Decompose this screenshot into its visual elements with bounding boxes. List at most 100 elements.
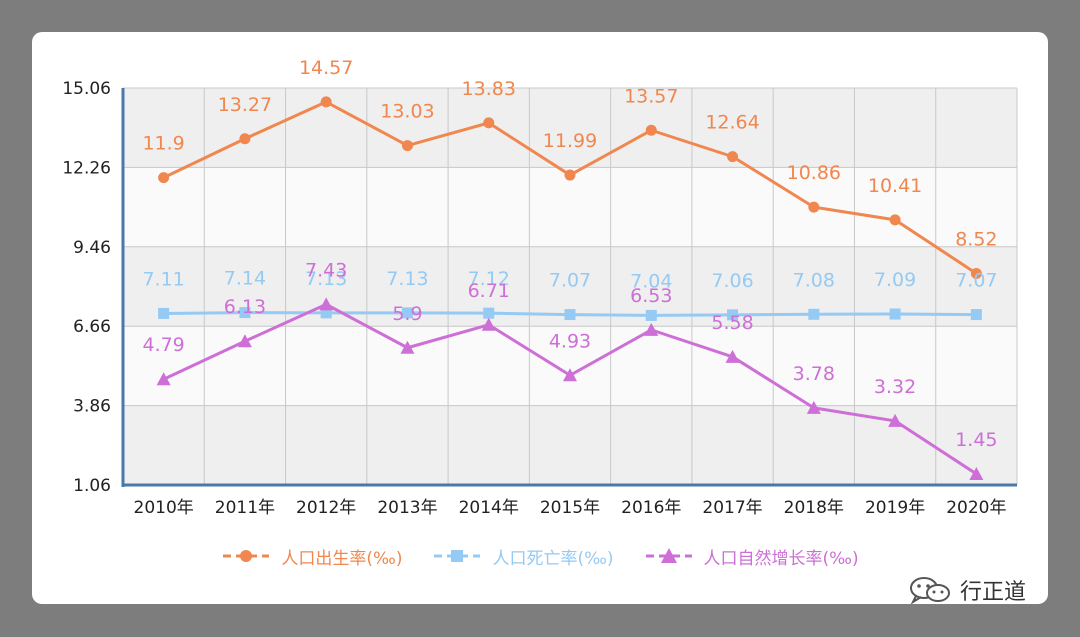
- data-label: 6.71: [468, 280, 510, 302]
- data-point[interactable]: [237, 334, 252, 348]
- y-tick-label: 15.06: [62, 79, 111, 99]
- data-label: 3.78: [793, 363, 835, 385]
- data-point[interactable]: [158, 172, 170, 184]
- data-label: 8.52: [955, 228, 997, 250]
- data-label: 13.27: [218, 94, 272, 116]
- grid-band: [123, 167, 1017, 247]
- data-point[interactable]: [970, 309, 982, 321]
- data-label: 7.43: [305, 259, 347, 281]
- y-tick-label: 1.06: [73, 476, 111, 496]
- data-point[interactable]: [320, 96, 332, 108]
- legend-label-natural-growth-rate: 人口自然增长率(‰): [703, 548, 859, 569]
- y-tick-label: 3.86: [73, 397, 111, 417]
- watermark: 行正道: [908, 572, 1026, 608]
- data-point[interactable]: [320, 307, 332, 319]
- x-tick-label: 2014年: [459, 498, 519, 518]
- x-tick-label: 2016年: [621, 498, 681, 518]
- data-point[interactable]: [563, 368, 577, 382]
- x-tick-label: 2012年: [296, 498, 356, 518]
- data-point[interactable]: [645, 309, 657, 321]
- chart-legend: 人口出生率(‰) 人口死亡率(‰) 人口自然增长率(‰): [0, 538, 1080, 574]
- legend-label-death-rate: 人口死亡率(‰): [492, 548, 614, 569]
- data-point[interactable]: [483, 307, 495, 319]
- data-label: 13.57: [624, 85, 678, 107]
- data-point[interactable]: [806, 400, 821, 414]
- data-label: 7.13: [305, 268, 347, 290]
- data-label: 10.41: [868, 175, 922, 197]
- x-tick-label: 2019年: [865, 498, 925, 518]
- data-label: 7.14: [224, 268, 266, 290]
- data-point[interactable]: [481, 317, 496, 331]
- data-label: 13.03: [380, 101, 434, 123]
- x-tick-label: 2020年: [946, 498, 1006, 518]
- data-label: 14.57: [299, 57, 353, 79]
- y-tick-label: 6.66: [73, 317, 111, 337]
- data-point[interactable]: [158, 307, 170, 319]
- data-label: 12.64: [705, 112, 759, 134]
- grid-band: [123, 405, 1017, 485]
- data-point[interactable]: [319, 297, 334, 311]
- x-tick-label: 2013年: [377, 498, 437, 518]
- circle-marker-icon: [223, 550, 270, 562]
- data-point[interactable]: [725, 349, 740, 363]
- triangle-marker-icon: [645, 548, 692, 563]
- data-label: 7.04: [630, 270, 672, 292]
- legend-label-birth-rate: 人口出生率(‰): [281, 548, 403, 569]
- data-label: 5.58: [711, 312, 753, 334]
- legend-item-natural-growth-rate[interactable]: 人口自然增长率(‰): [644, 544, 859, 569]
- data-label: 4.79: [142, 334, 184, 356]
- data-label: 5.9: [392, 303, 422, 325]
- square-marker-icon: [434, 550, 481, 562]
- data-label: 7.12: [468, 268, 510, 290]
- x-tick-label: 2018年: [784, 498, 844, 518]
- data-label: 7.08: [793, 269, 835, 291]
- data-label: 13.83: [462, 78, 516, 100]
- data-point[interactable]: [889, 214, 901, 226]
- data-label: 7.11: [142, 268, 184, 290]
- grid-band: [123, 326, 1017, 406]
- data-label: 3.32: [874, 376, 916, 398]
- data-point[interactable]: [970, 267, 982, 279]
- data-point[interactable]: [808, 308, 820, 320]
- wechat-icon: [910, 577, 950, 604]
- data-label: 7.07: [549, 270, 591, 292]
- data-point[interactable]: [401, 307, 413, 319]
- data-point[interactable]: [239, 133, 251, 145]
- data-point[interactable]: [239, 307, 251, 319]
- data-label: 7.06: [711, 270, 753, 292]
- data-point[interactable]: [808, 201, 820, 213]
- data-point[interactable]: [401, 140, 413, 152]
- data-point[interactable]: [564, 309, 576, 321]
- data-label: 10.86: [787, 162, 841, 184]
- data-point[interactable]: [564, 169, 576, 181]
- data-label: 7.13: [386, 268, 428, 290]
- data-point[interactable]: [727, 151, 739, 163]
- data-label: 6.53: [630, 285, 672, 307]
- data-label: 1.45: [955, 429, 997, 451]
- y-tick-label: 9.46: [73, 238, 111, 258]
- data-label: 7.09: [874, 269, 916, 291]
- legend-item-death-rate[interactable]: 人口死亡率(‰): [432, 544, 614, 569]
- data-label: 7.07: [955, 270, 997, 292]
- data-point[interactable]: [969, 466, 984, 480]
- data-point[interactable]: [888, 413, 903, 427]
- data-point[interactable]: [727, 309, 739, 321]
- legend-item-birth-rate[interactable]: 人口出生率(‰): [221, 544, 402, 569]
- data-point[interactable]: [483, 117, 495, 129]
- data-label: 4.93: [549, 330, 591, 352]
- data-point[interactable]: [644, 322, 659, 336]
- data-point[interactable]: [156, 372, 171, 386]
- data-label: 11.99: [543, 130, 597, 152]
- data-label: 11.9: [142, 133, 184, 155]
- data-label: 6.13: [224, 296, 266, 318]
- x-tick-label: 2017年: [702, 498, 762, 518]
- data-point[interactable]: [889, 308, 901, 320]
- data-point[interactable]: [645, 124, 657, 136]
- data-point[interactable]: [400, 340, 415, 354]
- x-tick-label: 2010年: [134, 498, 194, 518]
- watermark-text: 行正道: [960, 580, 1027, 605]
- y-tick-label: 12.26: [62, 158, 111, 178]
- x-tick-label: 2011年: [215, 498, 275, 518]
- x-tick-label: 2015年: [540, 498, 600, 518]
